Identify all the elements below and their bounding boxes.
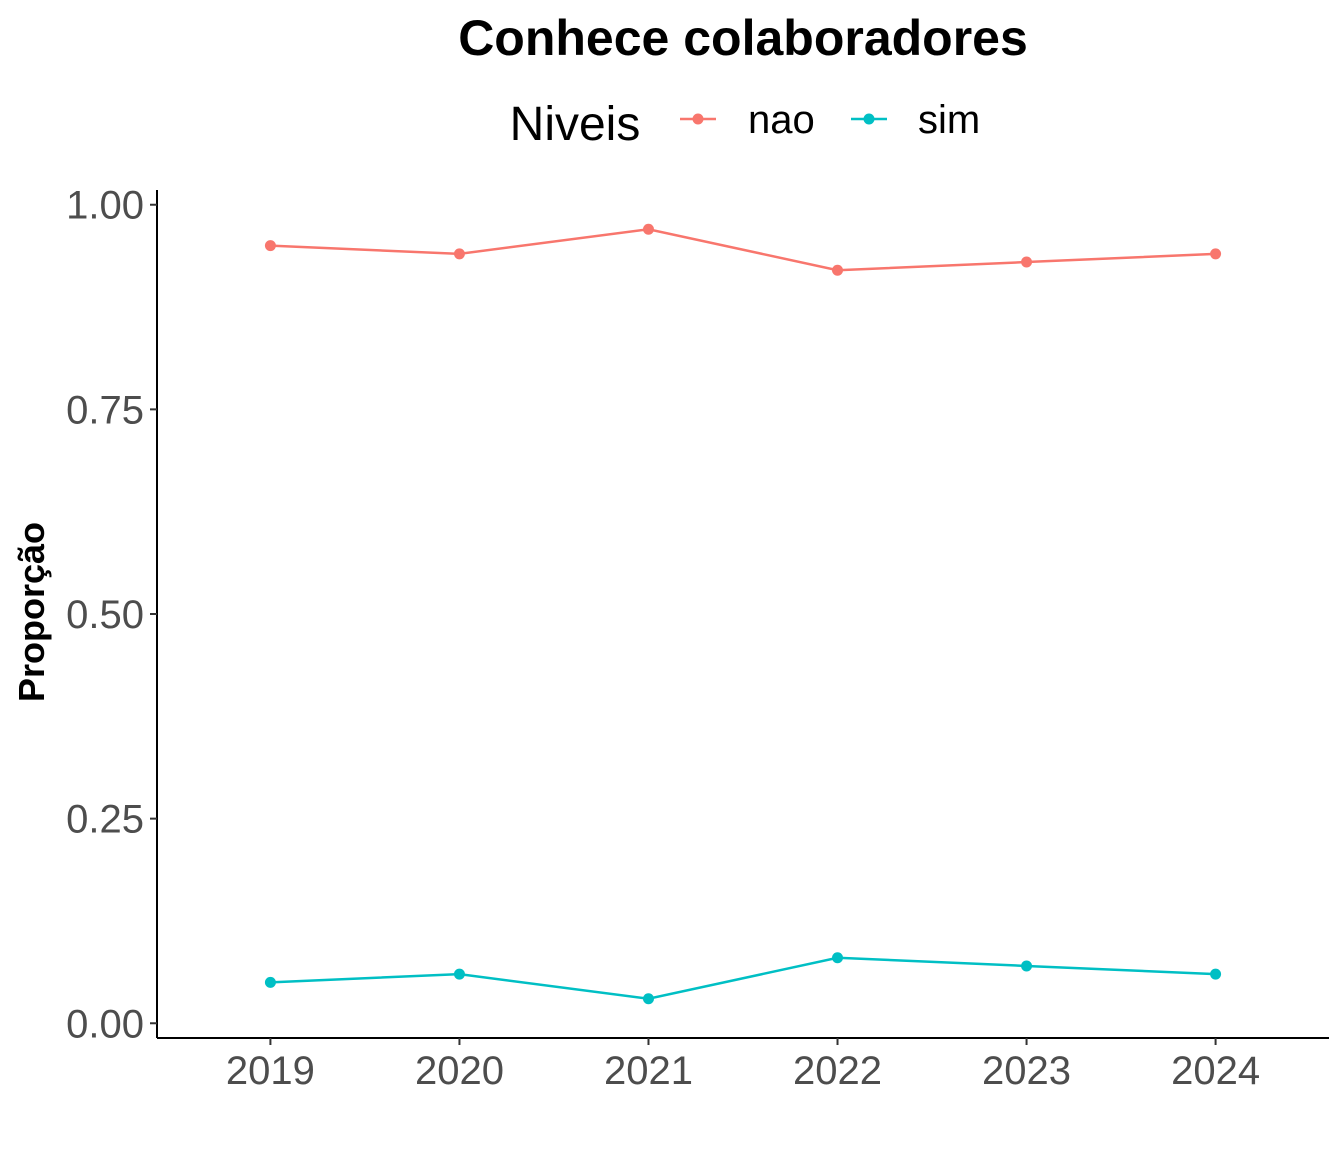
- data-point-nao: [264, 240, 276, 252]
- legend: Niveis nao sim: [510, 98, 981, 151]
- y-axis-ticks: 0.00 0.25 0.50 0.75 1.00: [66, 184, 157, 1046]
- y-tick-label: 0.50: [66, 593, 144, 637]
- x-axis-ticks: 2019 2020 2021 2022 2023 2024: [226, 1038, 1260, 1093]
- data-point-sim: [264, 976, 276, 988]
- legend-title: Niveis: [510, 98, 641, 151]
- x-tick-label: 2022: [793, 1049, 882, 1093]
- legend-key-point: [692, 113, 704, 125]
- data-point-nao: [453, 248, 465, 260]
- x-tick-label: 2024: [1171, 1049, 1260, 1093]
- series-layer: [264, 223, 1222, 1005]
- series-line-sim: [270, 956, 1216, 1000]
- y-tick-label: 0.00: [66, 1002, 144, 1046]
- legend-label: nao: [748, 98, 815, 142]
- data-point-sim: [1210, 968, 1222, 980]
- x-tick-label: 2021: [604, 1049, 693, 1093]
- data-point-nao: [1021, 256, 1033, 268]
- data-point-sim: [642, 993, 654, 1005]
- chart-title: Conhece colaboradores: [458, 10, 1028, 66]
- x-tick-label: 2019: [226, 1049, 315, 1093]
- y-tick-label: 0.75: [66, 388, 144, 432]
- y-tick-label: 1.00: [66, 184, 144, 228]
- y-axis-label: Proporção: [11, 522, 52, 702]
- data-point-sim: [453, 968, 465, 980]
- legend-items: nao sim: [680, 98, 980, 142]
- series-line-nao: [270, 228, 1216, 272]
- x-tick-label: 2023: [982, 1049, 1071, 1093]
- data-point-nao: [832, 264, 844, 276]
- data-point-nao: [642, 223, 654, 235]
- plot-area: 0.00 0.25 0.50 0.75 1.00 2019 2020 2021 2022 202…: [66, 184, 1329, 1093]
- x-tick-label: 2020: [415, 1049, 504, 1093]
- data-point-sim: [832, 952, 844, 964]
- data-point-nao: [1210, 248, 1222, 260]
- y-tick-label: 0.25: [66, 798, 144, 842]
- legend-key-point: [863, 113, 875, 125]
- data-point-sim: [1021, 960, 1033, 972]
- legend-label: sim: [918, 98, 980, 142]
